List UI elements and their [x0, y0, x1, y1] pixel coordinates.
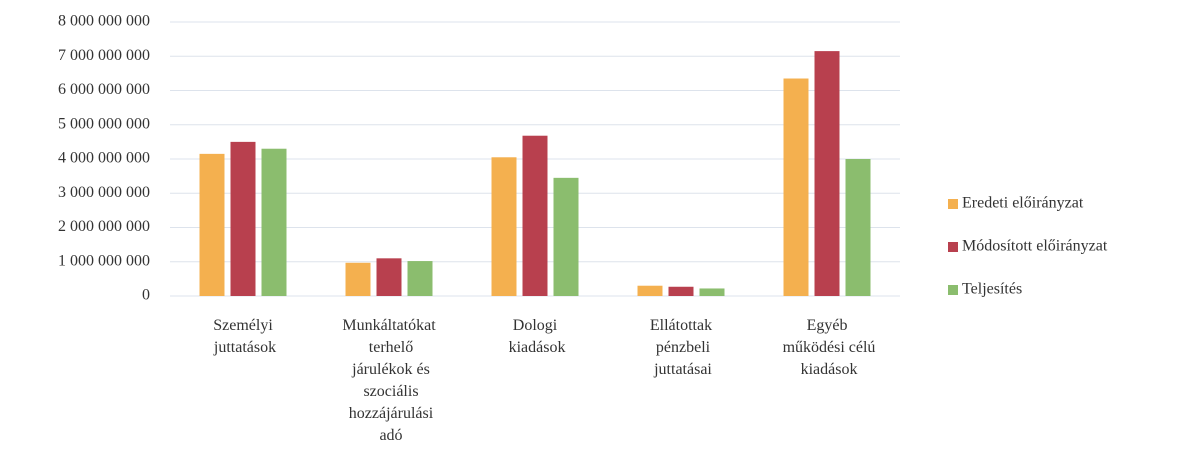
x-tick-label: Egyéb működési célú kiadások [779, 317, 876, 378]
y-tick-label: 3 000 000 000 [58, 184, 150, 201]
legend-swatch [948, 199, 958, 209]
bar [783, 78, 809, 296]
bar [230, 141, 256, 296]
legend-swatch [948, 242, 958, 252]
bar [699, 288, 725, 296]
legend-label: Teljesítés [962, 281, 1022, 298]
y-tick-label: 7 000 000 000 [58, 47, 150, 64]
x-tick-label: Személyi juttatások [210, 317, 276, 356]
y-tick-label: 0 [142, 287, 150, 304]
bar [376, 258, 402, 296]
bar [261, 148, 287, 296]
x-tick-label: Munkáltatókat terhelő járulékok és szoci… [342, 317, 436, 444]
y-tick-label: 6 000 000 000 [58, 81, 150, 98]
bar [491, 157, 517, 296]
bar [814, 51, 840, 296]
bar [407, 261, 433, 296]
y-tick-label: 5 000 000 000 [58, 115, 150, 132]
bar [553, 177, 579, 296]
bar [522, 135, 548, 296]
y-tick-label: 8 000 000 000 [58, 13, 150, 30]
bar [199, 153, 225, 296]
bar [637, 285, 663, 296]
bar [845, 159, 871, 296]
bar [668, 286, 694, 296]
y-tick-label: 4 000 000 000 [58, 150, 150, 167]
legend-label: Eredeti előirányzat [962, 195, 1084, 212]
legend-label: Módosított előirányzat [962, 238, 1108, 255]
y-tick-label: 1 000 000 000 [58, 252, 150, 269]
legend-swatch [948, 285, 958, 295]
bar [345, 262, 371, 296]
y-tick-label: 2 000 000 000 [58, 218, 150, 235]
x-tick-label: Ellátottak pénzbeli juttatásai [650, 317, 713, 378]
x-tick-label: Dologi kiadások [505, 317, 566, 356]
